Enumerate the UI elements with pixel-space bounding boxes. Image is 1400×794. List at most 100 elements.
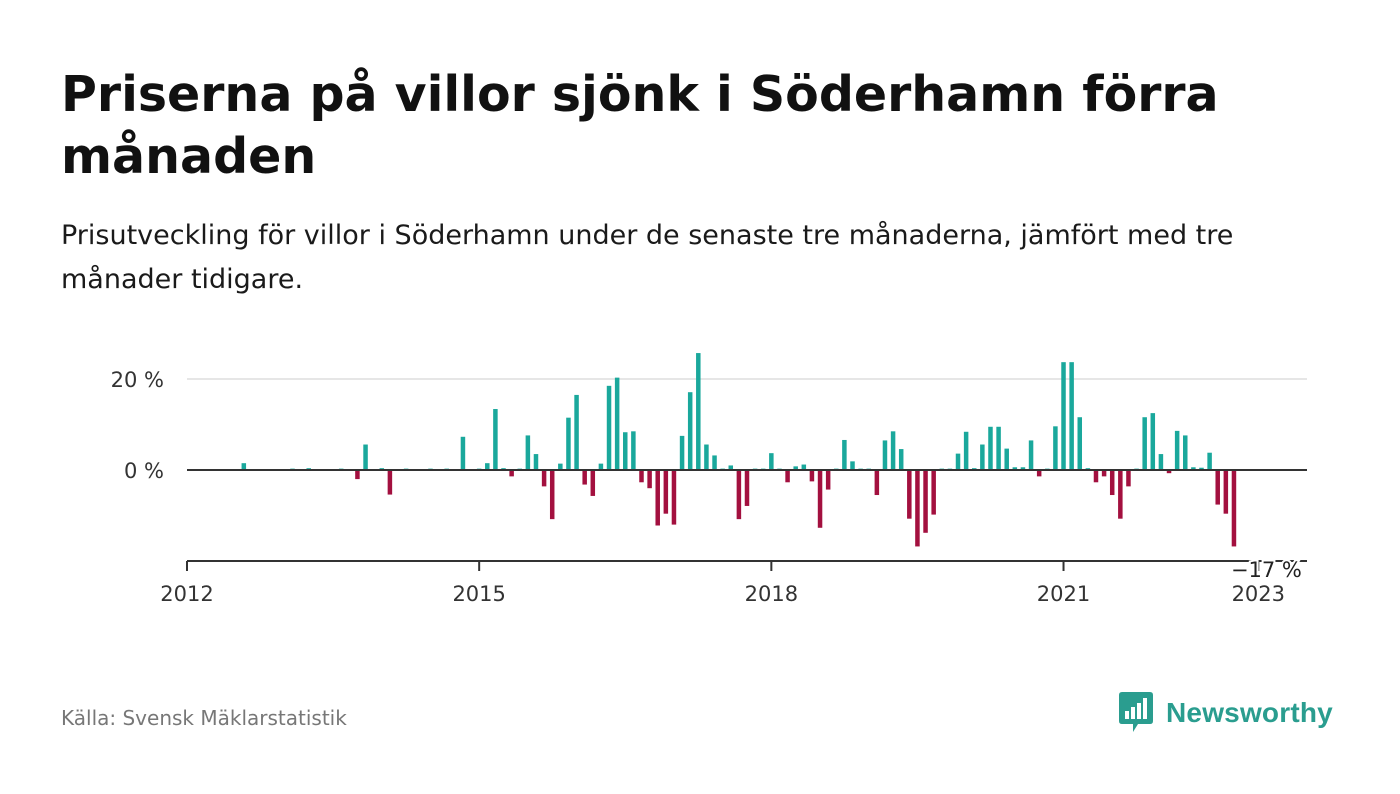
brand-name: Newsworthy — [1166, 697, 1333, 728]
axis-layer — [186, 469, 1307, 571]
bar — [460, 436, 466, 470]
bar — [1118, 470, 1123, 519]
price-change-bar-chart: 0 % 20 % 2012 2015 2018 2021 2023−17 % — [111, 353, 1307, 606]
chart-subtitle: Prisutveckling för villor i Söderhamn un… — [61, 220, 1234, 295]
bar — [509, 470, 514, 477]
bar — [639, 470, 644, 483]
bar — [882, 440, 888, 470]
latest-value-annotation: −17 % — [1231, 558, 1302, 582]
bar — [1004, 448, 1009, 470]
x-tick-label: 2023 — [1232, 582, 1285, 606]
bar — [712, 455, 717, 470]
bar — [1223, 470, 1229, 514]
bar — [1215, 470, 1220, 505]
brand-logo: Newsworthy — [1118, 690, 1333, 736]
bar — [736, 470, 742, 520]
bar — [923, 470, 928, 533]
bar — [1012, 467, 1018, 470]
bar — [898, 449, 904, 470]
bar — [1028, 440, 1034, 470]
bar — [825, 470, 831, 490]
bar — [558, 463, 563, 470]
bar — [809, 470, 815, 482]
bar — [1101, 470, 1107, 477]
bar — [1053, 426, 1058, 470]
bar — [387, 470, 393, 495]
newsworthy-logo-icon — [1119, 692, 1153, 732]
bar — [1150, 413, 1156, 470]
bar — [1183, 435, 1188, 470]
bar — [696, 353, 701, 470]
labels-layer: 0 % 20 % 2012 2015 2018 2021 2023−17 % — [111, 368, 1304, 606]
bar — [1061, 362, 1066, 470]
bar — [614, 377, 620, 470]
bar — [241, 463, 247, 470]
bar — [963, 431, 969, 470]
bar — [704, 444, 709, 470]
bar — [1199, 467, 1204, 470]
bar — [785, 470, 790, 483]
bar — [1126, 470, 1131, 487]
bar — [1207, 452, 1212, 470]
x-tick-label: 2018 — [745, 582, 798, 606]
bar — [915, 470, 920, 547]
bar — [1109, 470, 1115, 496]
bar — [1036, 470, 1042, 477]
x-tick-label: 2012 — [160, 582, 213, 606]
bar — [663, 470, 669, 514]
y-tick-label: 20 % — [111, 368, 164, 392]
bar — [679, 435, 685, 470]
bar — [687, 392, 693, 470]
bar — [574, 394, 579, 470]
bar — [533, 454, 539, 470]
bar — [793, 466, 798, 470]
bar — [842, 439, 847, 470]
bar — [996, 426, 1001, 470]
bar — [931, 470, 936, 515]
bar — [623, 432, 628, 470]
bar — [485, 463, 490, 470]
bar — [566, 417, 571, 470]
bar — [769, 453, 774, 470]
y-tick-label: 0 % — [124, 459, 164, 483]
bar — [874, 470, 880, 496]
bar — [582, 470, 587, 485]
bar — [744, 470, 750, 506]
chart-title: Priserna på villor sjönk i Söderhamn för… — [61, 66, 1219, 185]
bar — [801, 464, 807, 470]
bar — [728, 465, 734, 470]
bar — [590, 470, 596, 496]
x-tick-label: 2021 — [1037, 582, 1090, 606]
bar — [1020, 467, 1026, 470]
bar — [1174, 430, 1180, 470]
bar — [671, 470, 677, 525]
bar — [1142, 417, 1147, 470]
bar — [655, 470, 660, 526]
bar — [598, 463, 604, 470]
bar — [1077, 417, 1083, 470]
bar — [980, 444, 985, 470]
bar — [525, 435, 531, 470]
bar — [907, 470, 912, 519]
bar — [817, 470, 823, 528]
bar — [955, 453, 961, 470]
bar — [850, 461, 855, 470]
bar — [549, 470, 555, 520]
bar — [647, 470, 652, 489]
bars-layer — [241, 353, 1237, 547]
bar — [890, 431, 896, 470]
bar — [493, 409, 498, 470]
x-tick-label: 2015 — [452, 582, 505, 606]
bar — [541, 470, 547, 487]
bar — [1093, 470, 1099, 483]
bar — [363, 444, 368, 470]
bar — [606, 385, 612, 470]
bar — [631, 431, 636, 470]
source-note: Källa: Svensk Mäklarstatistik — [61, 706, 347, 730]
bar — [1191, 467, 1196, 470]
bar — [355, 470, 360, 480]
bar — [1069, 362, 1074, 470]
bar — [1166, 470, 1172, 474]
bar — [1158, 454, 1164, 470]
bar — [1231, 470, 1237, 547]
